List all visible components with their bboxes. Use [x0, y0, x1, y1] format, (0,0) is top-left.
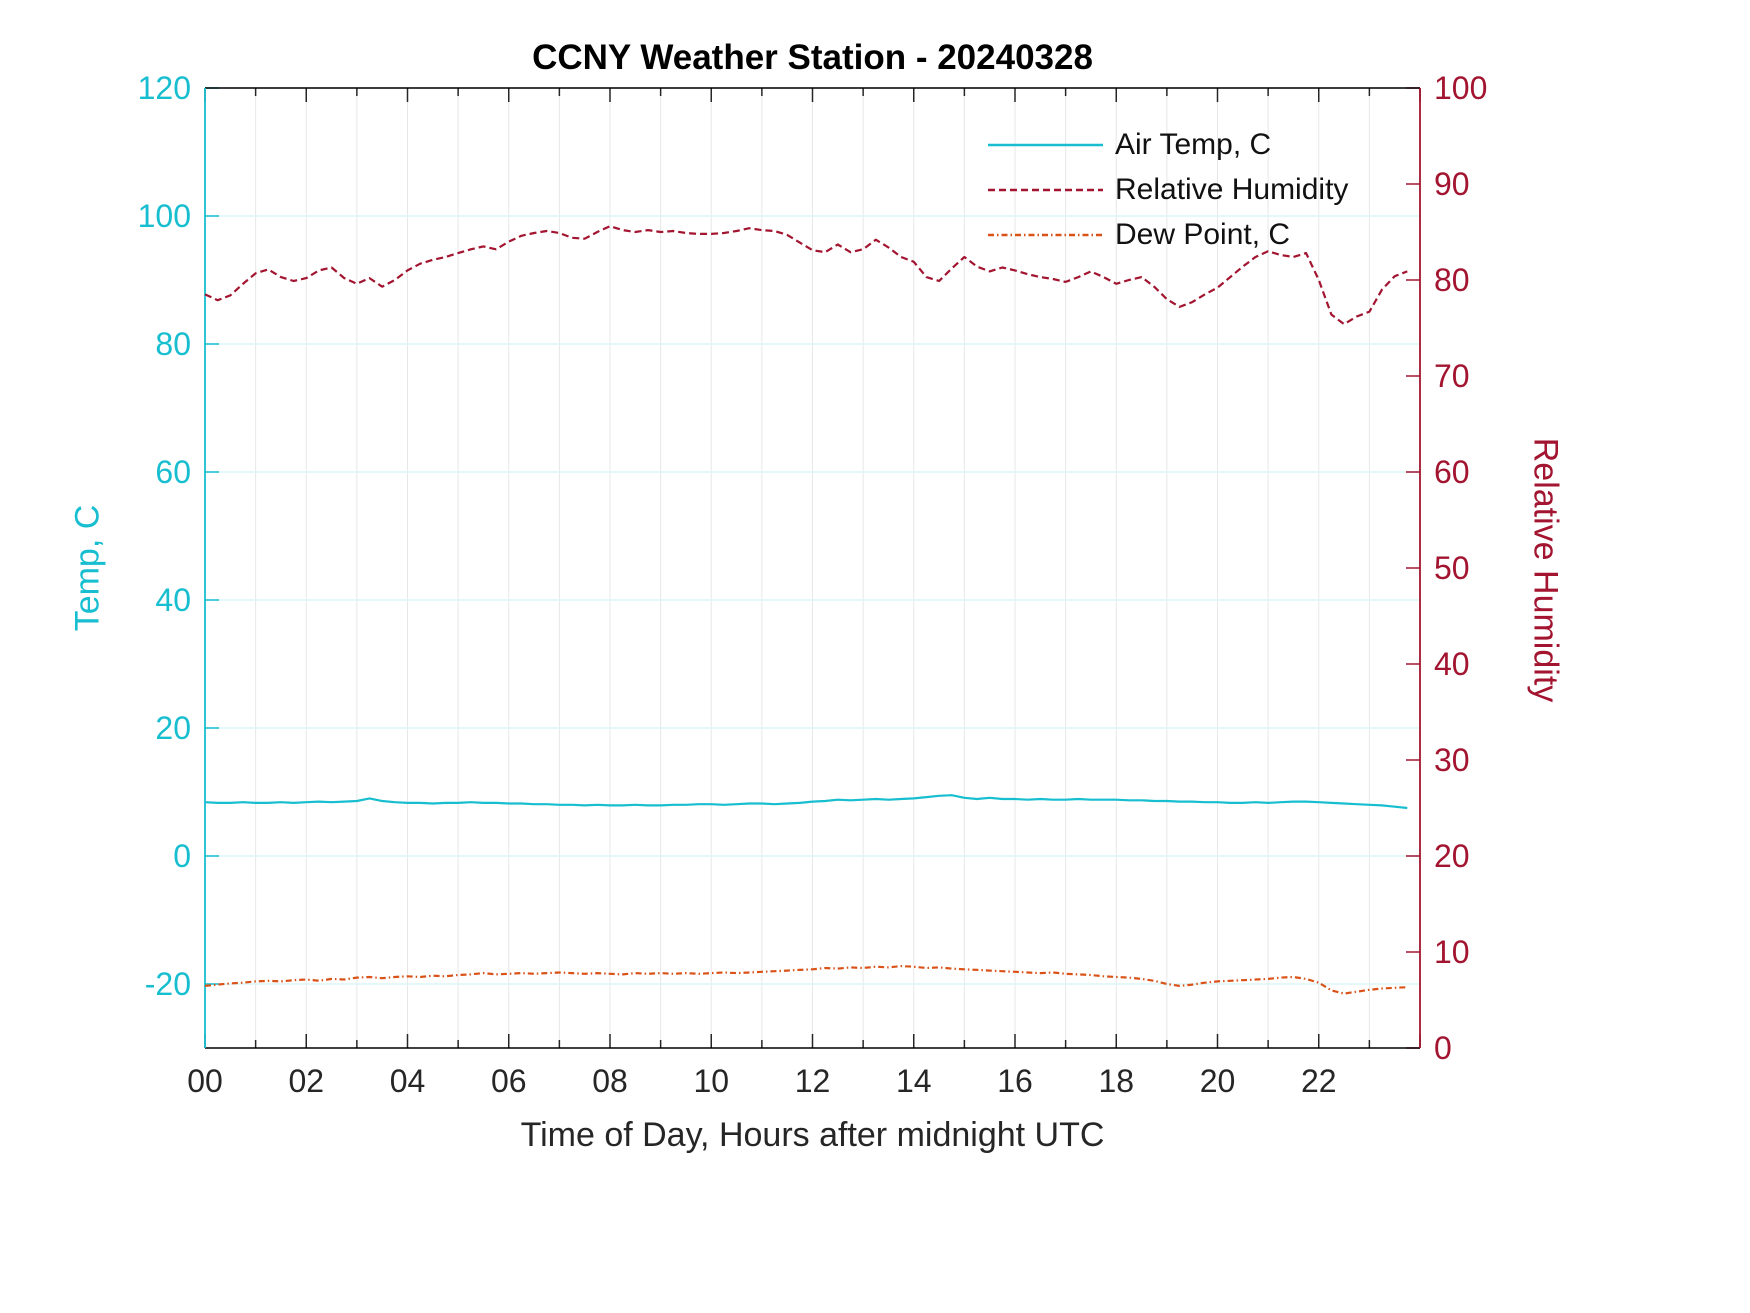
- legend-label: Relative Humidity: [1115, 172, 1349, 206]
- series-relative-humidity-line: [204, 225, 1408, 326]
- x-tick-label: 12: [795, 1063, 831, 1099]
- right-tick-label: 80: [1434, 262, 1470, 298]
- x-tick-label: 16: [997, 1063, 1033, 1099]
- x-tick-label: 06: [491, 1063, 527, 1099]
- x-tick-label: 18: [1098, 1063, 1134, 1099]
- legend-entry-air-temp: Air Temp, C: [988, 122, 1348, 167]
- right-tick-label: 0: [1434, 1030, 1452, 1066]
- legend: Air Temp, C Relative Humidity Dew Point, C: [988, 122, 1348, 257]
- right-tick-label: 20: [1434, 838, 1470, 874]
- chart-title: CCNY Weather Station - 20240328: [532, 38, 1093, 77]
- right-tick-label: 50: [1434, 550, 1470, 586]
- x-tick-label: 14: [896, 1063, 932, 1099]
- legend-label: Dew Point, C: [1115, 217, 1291, 251]
- left-tick-label: 100: [138, 198, 191, 234]
- right-tick-label: 90: [1434, 166, 1470, 202]
- x-tick-label: 10: [693, 1063, 729, 1099]
- right-tick-label: 60: [1434, 454, 1470, 490]
- x-tick-label: 08: [592, 1063, 628, 1099]
- right-tick-label: 30: [1434, 742, 1470, 778]
- series-dew-point-line: [204, 964, 1408, 995]
- legend-label: Air Temp, C: [1115, 127, 1272, 161]
- legend-line-air-temp: [988, 143, 1103, 146]
- right-axis-label: Relative Humidity: [1526, 437, 1565, 703]
- legend-line-relative-humidity: [988, 188, 1103, 191]
- left-tick-label: 120: [138, 70, 191, 106]
- x-tick-label: 22: [1301, 1063, 1337, 1099]
- right-tick-label: 40: [1434, 646, 1470, 682]
- right-tick-label: 70: [1434, 358, 1470, 394]
- right-tick-label: 10: [1434, 934, 1470, 970]
- right-tick-label: 100: [1434, 70, 1487, 106]
- left-tick-label: 80: [155, 326, 191, 362]
- left-tick-label: 60: [155, 454, 191, 490]
- x-tick-label: 02: [288, 1063, 324, 1099]
- legend-entry-relative-humidity: Relative Humidity: [988, 167, 1348, 212]
- x-tick-label: 00: [187, 1063, 223, 1099]
- left-axis-label: Temp, C: [68, 504, 107, 632]
- series-air-temp-line: [204, 794, 1408, 810]
- legend-entry-dew-point: Dew Point, C: [988, 212, 1348, 257]
- x-tick-label: 20: [1200, 1063, 1236, 1099]
- x-tick-label: 04: [390, 1063, 426, 1099]
- left-tick-label: 0: [173, 838, 191, 874]
- legend-line-dew-point: [988, 233, 1103, 236]
- x-axis-label: Time of Day, Hours after midnight UTC: [520, 1116, 1105, 1154]
- left-tick-label: 40: [155, 582, 191, 618]
- left-tick-label: -20: [145, 966, 191, 1002]
- left-tick-label: 20: [155, 710, 191, 746]
